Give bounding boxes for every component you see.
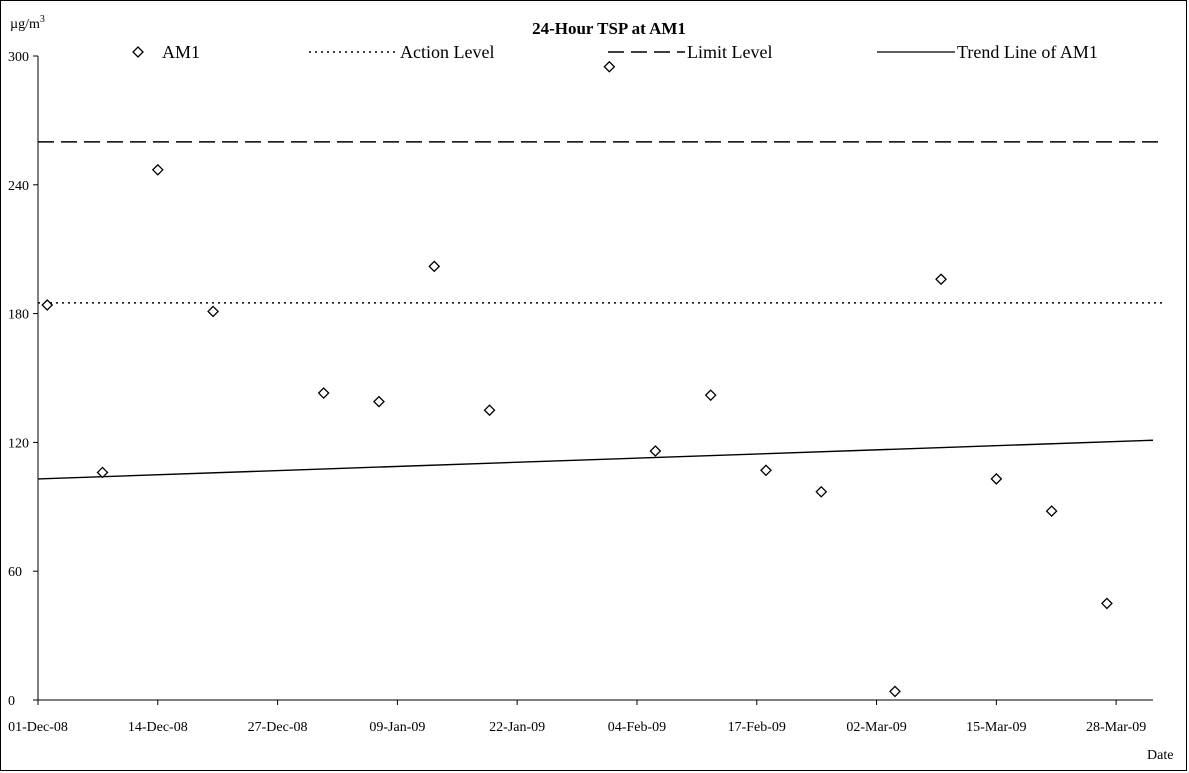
x-axis-label: Date bbox=[1147, 748, 1173, 763]
data-point bbox=[151, 163, 164, 176]
legend-label-limit-level: Limit Level bbox=[687, 42, 772, 62]
trend-line-layer bbox=[37, 439, 1154, 480]
data-point bbox=[704, 389, 717, 402]
legend-label-trend: Trend Line of AM1 bbox=[957, 42, 1098, 62]
data-point bbox=[990, 472, 1003, 485]
legend-marker-am1 bbox=[132, 46, 144, 58]
x-tick-label: 14-Dec-08 bbox=[128, 720, 188, 735]
axes: 0 60 120 180 240 300 01-Dec-08 14-Dec-08 27-Dec-… bbox=[8, 50, 1153, 735]
data-point bbox=[207, 305, 220, 318]
data-point bbox=[428, 260, 441, 273]
data-point bbox=[373, 395, 385, 408]
y-tick-label: 120 bbox=[8, 436, 29, 451]
x-tick-label: 04-Feb-09 bbox=[608, 720, 666, 735]
chart-title: 24-Hour TSP at AM1 bbox=[532, 19, 686, 38]
data-point bbox=[760, 464, 772, 477]
data-points bbox=[41, 60, 1113, 698]
data-point bbox=[649, 445, 662, 457]
data-point bbox=[935, 273, 947, 286]
trend-line bbox=[37, 439, 1154, 480]
x-tick-label: 15-Mar-09 bbox=[966, 720, 1026, 735]
y-tick-label: 60 bbox=[8, 565, 22, 580]
x-tick-label: 17-Feb-09 bbox=[728, 720, 786, 735]
y-tick-label: 180 bbox=[8, 308, 29, 323]
reference-lines bbox=[38, 141, 1163, 304]
x-tick-label: 22-Jan-09 bbox=[489, 720, 545, 735]
legend-label-am1: AM1 bbox=[162, 42, 200, 62]
data-point bbox=[815, 485, 828, 498]
x-tick-label: 27-Dec-08 bbox=[248, 720, 308, 735]
x-tick-label: 02-Mar-09 bbox=[846, 720, 906, 735]
x-tick-label: 01-Dec-08 bbox=[8, 720, 68, 735]
x-tick-label: 09-Jan-09 bbox=[369, 720, 425, 735]
data-point bbox=[889, 685, 901, 698]
data-point bbox=[603, 60, 616, 73]
y-tick-label: 240 bbox=[8, 179, 29, 194]
y-tick-label: 300 bbox=[8, 50, 29, 65]
y-unit-label: µg/m3 bbox=[10, 14, 45, 32]
data-point bbox=[96, 466, 109, 479]
data-point bbox=[483, 404, 496, 417]
data-point bbox=[1045, 505, 1058, 518]
x-tick-label: 28-Mar-09 bbox=[1086, 720, 1146, 735]
y-tick-label: 0 bbox=[8, 694, 15, 709]
legend-label-action-level: Action Level bbox=[400, 42, 494, 62]
y-unit-superscript: 3 bbox=[40, 14, 45, 25]
data-point bbox=[41, 299, 54, 311]
data-point bbox=[317, 387, 330, 399]
y-unit-base: µg/m bbox=[10, 17, 40, 32]
legend: AM1 Action Level Limit Level Trend Line … bbox=[132, 42, 1098, 62]
data-point bbox=[1101, 597, 1113, 610]
